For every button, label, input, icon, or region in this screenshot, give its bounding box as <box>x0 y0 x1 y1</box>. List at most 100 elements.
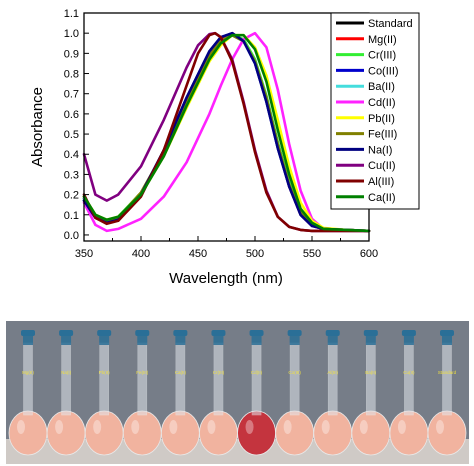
series-line-ba-ii <box>82 33 371 233</box>
legend-entry-label: Ca(II) <box>368 192 396 204</box>
flask-stopper <box>61 336 72 345</box>
flask-cap <box>211 330 226 336</box>
series-lines <box>82 31 371 233</box>
legend-entry-label: Na(I) <box>368 144 392 156</box>
flask-glare <box>321 420 330 434</box>
flask-label: Co(III) <box>288 370 301 375</box>
flask-bulb <box>427 410 467 456</box>
flask-bulb <box>122 410 162 456</box>
x-tick-label: 400 <box>132 248 150 260</box>
flask-label: Fe(III) <box>136 370 149 375</box>
y-tick-label: 0.9 <box>64 48 79 60</box>
flask-glare <box>93 420 102 434</box>
x-tick-label: 450 <box>189 248 207 260</box>
x-tick-label: 350 <box>75 248 93 260</box>
flask-bulb <box>199 410 238 456</box>
series-line-cr-iii <box>82 33 371 233</box>
y-tick-label: 0.7 <box>64 89 79 101</box>
flask-label: Cd(II) <box>251 370 263 375</box>
flask-photo: Mg(II) Na(I) Pb(II) Fe(III) Ca(II) Cr(III) Cd(… <box>6 321 469 464</box>
flask-neck <box>251 342 262 416</box>
x-tick-label: 600 <box>360 248 378 260</box>
flask-glare <box>17 420 25 434</box>
flask-neck <box>213 342 224 416</box>
series-line-co-iii <box>82 31 371 233</box>
flask-cap <box>287 330 302 336</box>
flask-label: Ba(II) <box>365 370 377 375</box>
flask-label: Mg(II) <box>22 370 34 375</box>
flask-glare <box>169 420 178 434</box>
flask-bulb <box>351 410 391 456</box>
flask: Na(I) <box>46 330 86 456</box>
y-tick-label: 1.0 <box>64 28 79 40</box>
series-line-al-iii <box>82 31 371 233</box>
flask-stopper <box>365 336 376 345</box>
flask-label: Cu(II) <box>403 370 415 375</box>
y-axis-ticks: 0.0 0.1 0.2 0.3 0.4 0.5 0.6 0.7 0.8 0.9 1.0 1.1 <box>64 8 89 242</box>
y-tick-label: 1.1 <box>64 8 79 20</box>
flask: Cu(II) <box>389 330 429 456</box>
flask-neck <box>175 342 186 416</box>
flask-cap <box>97 330 112 336</box>
flask: Al(III) <box>313 330 353 456</box>
flask-bulb <box>160 410 200 456</box>
x-axis-label: Wavelength (nm) <box>169 270 283 287</box>
y-tick-label: 0.3 <box>64 169 79 181</box>
flask-label: Al(III) <box>327 370 338 375</box>
flask-label: Cr(III) <box>213 370 225 375</box>
legend-entry-label: Cr(III) <box>368 50 396 62</box>
absorbance-chart: 350 400 450 500 550 600 0.0 0.1 0.2 0.3 0.4 0.5 0.6… <box>29 8 420 287</box>
flask-stopper <box>99 336 110 345</box>
flask-bulb <box>46 410 86 456</box>
legend: Standard Mg(II) Cr(III) Co(III) Ba(II) Cd(II)… <box>330 12 420 210</box>
flask-bulb <box>275 410 315 456</box>
flask-bulb <box>237 410 276 456</box>
flask-cap <box>249 330 264 336</box>
legend-entry-label: Co(III) <box>368 65 399 77</box>
flask-cap <box>363 330 378 336</box>
flask-neck <box>404 342 414 416</box>
series-line-cu-ii <box>82 31 371 233</box>
flask-cap <box>21 330 35 336</box>
y-tick-label: 0.6 <box>64 109 79 121</box>
flask-bulb <box>389 410 429 456</box>
flask-bulb <box>313 410 353 456</box>
flask: Standard <box>427 330 467 456</box>
legend-entry-label: Cd(II) <box>368 97 396 109</box>
flask: Cd(II) <box>237 330 276 456</box>
flask: Pb(II) <box>84 330 124 456</box>
flask-stopper <box>403 336 414 345</box>
flask-stopper <box>137 336 148 345</box>
flask-neck <box>366 342 376 416</box>
legend-entry-label: Fe(III) <box>368 129 397 141</box>
flask-neck <box>327 342 338 416</box>
flask: Co(III) <box>275 330 315 456</box>
flask: Ba(II) <box>351 330 391 456</box>
flask-glare <box>245 420 254 434</box>
flask-glare <box>359 420 368 434</box>
series-line-ca-ii <box>82 33 371 233</box>
y-tick-label: 0.4 <box>64 149 79 161</box>
flask-cap <box>135 330 150 336</box>
y-axis-label: Absorbance <box>29 87 46 167</box>
flask-cap <box>59 330 74 336</box>
flask-glare <box>131 420 140 434</box>
series-line-na-i <box>82 31 371 233</box>
legend-box <box>330 12 420 210</box>
flask-cap <box>440 330 454 336</box>
y-tick-label: 0.8 <box>64 69 79 81</box>
flask-photo-image: Mg(II) Na(I) Pb(II) Fe(III) Ca(II) Cr(III) Cd(… <box>6 321 469 464</box>
y-tick-label: 0.0 <box>64 230 79 242</box>
flask-neck <box>442 342 452 416</box>
x-axis-ticks: 350 400 450 500 550 600 <box>75 236 378 260</box>
flask-neck <box>99 342 109 416</box>
x-tick-label: 550 <box>303 248 321 260</box>
series-line-pb-ii <box>82 33 371 233</box>
series-line-fe-iii <box>82 33 371 233</box>
series-line-cd-ii <box>82 31 371 233</box>
legend-entry-label: Mg(II) <box>368 34 397 46</box>
flask-label: Standard <box>438 370 457 375</box>
flask-label: Na(I) <box>61 370 72 375</box>
flask: Cr(III) <box>199 330 238 456</box>
flask-neck <box>23 342 33 416</box>
